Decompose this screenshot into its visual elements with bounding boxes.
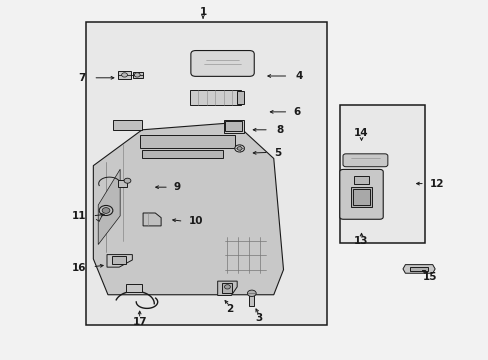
Bar	[118, 180, 127, 187]
Polygon shape	[143, 213, 161, 226]
Text: 6: 6	[293, 107, 300, 117]
Text: 16: 16	[71, 263, 86, 273]
Bar	[249, 296, 254, 306]
Polygon shape	[402, 265, 434, 273]
Polygon shape	[217, 281, 237, 296]
Bar	[350, 187, 371, 207]
Text: 15: 15	[422, 272, 436, 282]
Text: 7: 7	[79, 73, 86, 83]
Bar	[221, 283, 232, 293]
Circle shape	[134, 73, 140, 77]
Bar	[118, 71, 131, 79]
Text: 2: 2	[226, 304, 233, 314]
Bar	[223, 120, 244, 133]
Text: 14: 14	[353, 129, 368, 138]
Text: 12: 12	[429, 179, 444, 189]
FancyBboxPatch shape	[342, 154, 387, 167]
Bar	[112, 256, 126, 264]
Bar	[353, 176, 368, 184]
Polygon shape	[98, 169, 120, 244]
FancyBboxPatch shape	[190, 50, 254, 76]
Circle shape	[102, 208, 110, 213]
FancyBboxPatch shape	[339, 170, 383, 219]
Bar	[237, 91, 244, 104]
Bar	[339, 105, 424, 243]
Circle shape	[234, 145, 244, 152]
Text: 9: 9	[173, 182, 181, 192]
Circle shape	[224, 285, 230, 289]
Bar	[142, 149, 222, 158]
Bar	[189, 90, 241, 105]
Bar	[225, 121, 242, 131]
Text: 3: 3	[255, 313, 262, 323]
Text: 8: 8	[276, 125, 283, 135]
Bar	[409, 267, 427, 271]
Text: 5: 5	[273, 148, 281, 158]
Circle shape	[122, 73, 127, 77]
Polygon shape	[93, 123, 283, 295]
Bar	[113, 120, 142, 130]
Bar	[86, 22, 327, 325]
Text: 4: 4	[295, 71, 303, 81]
Bar	[126, 284, 142, 292]
Text: 11: 11	[71, 211, 86, 221]
Text: 1: 1	[199, 7, 206, 17]
Circle shape	[124, 178, 131, 183]
Bar	[133, 72, 143, 78]
Bar	[140, 135, 234, 148]
Text: 13: 13	[353, 236, 368, 246]
Polygon shape	[107, 255, 132, 267]
Text: 10: 10	[188, 216, 203, 226]
Text: 17: 17	[132, 317, 147, 327]
Circle shape	[247, 290, 256, 297]
Circle shape	[237, 147, 242, 150]
Bar	[352, 189, 369, 205]
Circle shape	[99, 206, 113, 216]
